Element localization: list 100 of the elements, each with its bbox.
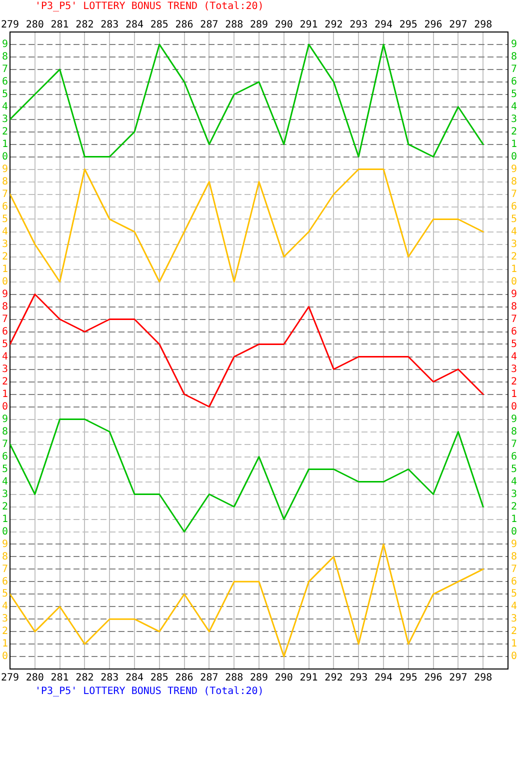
y2-tick-label: 5 <box>511 588 518 600</box>
x-tick-label: 288 <box>225 20 244 31</box>
x-tick-label: 279 <box>0 672 20 684</box>
y2-tick-label: 8 <box>511 301 518 312</box>
y2-tick-label: 0 <box>511 401 518 412</box>
y-tick-label: 5 <box>2 88 8 100</box>
y-tick-label: 1 <box>2 514 8 525</box>
y-tick-label: 4 <box>2 351 8 362</box>
x-tick-label: 294 <box>374 672 393 684</box>
x-tick-label: 283 <box>100 20 119 31</box>
y2-tick-label: 0 <box>511 526 518 538</box>
y2-tick-label: 2 <box>511 126 518 138</box>
y-tick-label: 1 <box>2 138 8 150</box>
y2-tick-label: 6 <box>511 451 518 462</box>
y2-tick-label: 7 <box>511 188 518 200</box>
y2-tick-label: 6 <box>511 76 518 88</box>
y-tick-label: 2 <box>2 251 8 262</box>
y-tick-label: 5 <box>2 588 8 600</box>
y-tick-label: 2 <box>2 626 8 638</box>
x-tick-label: 286 <box>175 20 194 31</box>
y2-tick-label: 1 <box>511 264 518 275</box>
y2-tick-label: 3 <box>511 238 518 250</box>
y2-tick-label: 5 <box>511 214 518 225</box>
y-tick-label: 2 <box>2 126 8 138</box>
x-tick-label: 292 <box>324 672 343 684</box>
x-tick-label: 291 <box>300 672 318 684</box>
x-tick-label: 287 <box>200 672 218 684</box>
y-tick-label: 0 <box>2 651 8 662</box>
x-tick-label: 289 <box>250 672 268 684</box>
y2-tick-label: 4 <box>511 601 518 612</box>
y2-tick-label: 3 <box>511 488 518 500</box>
x-tick-label: 281 <box>50 672 69 684</box>
y-tick-label: 8 <box>2 551 8 562</box>
y2-tick-label: 1 <box>511 388 518 400</box>
y2-tick-label: 8 <box>511 426 518 438</box>
y2-tick-label: 6 <box>511 201 518 212</box>
y-tick-label: 1 <box>2 638 8 650</box>
text: 'P3_P5' LOTTERY BONUS TREND (Total:20) <box>34 686 265 698</box>
x-tick-label: 296 <box>424 672 442 684</box>
x-tick-label: 288 <box>225 672 244 684</box>
x-tick-label: 283 <box>100 672 119 684</box>
y2-tick-label: 6 <box>511 576 518 588</box>
x-tick-label: 292 <box>324 20 343 31</box>
y-tick-label: 8 <box>2 52 8 63</box>
y-tick-label: 9 <box>2 414 8 425</box>
x-tick-label: 282 <box>76 672 94 684</box>
y2-tick-label: 0 <box>511 151 518 162</box>
y2-tick-label: 2 <box>511 501 518 512</box>
y2-tick-label: 2 <box>511 251 518 262</box>
y-tick-label: 7 <box>2 564 8 575</box>
y-tick-label: 7 <box>2 64 8 76</box>
y-tick-label: 3 <box>2 114 8 125</box>
y2-tick-label: 9 <box>511 288 518 300</box>
y2-tick-label: 7 <box>511 64 518 76</box>
y-tick-label: 9 <box>2 538 8 550</box>
x-tick-label: 298 <box>474 672 492 684</box>
y2-tick-label: 1 <box>511 638 518 650</box>
y-tick-label: 8 <box>2 301 8 312</box>
y-tick-label: 5 <box>2 214 8 225</box>
y2-tick-label: 5 <box>511 88 518 100</box>
y-tick-label: 3 <box>2 488 8 500</box>
x-tick-label: 295 <box>399 20 418 31</box>
y-tick-label: 0 <box>2 526 8 538</box>
y-tick-label: 0 <box>2 276 8 288</box>
x-tick-label: 280 <box>26 672 44 684</box>
x-tick-label: 289 <box>250 20 268 31</box>
y-tick-label: 5 <box>2 338 8 350</box>
y-tick-label: 4 <box>2 601 8 612</box>
x-tick-label: 282 <box>76 20 94 31</box>
y2-tick-label: 9 <box>511 414 518 425</box>
x-tick-label: 297 <box>449 672 468 684</box>
x-tick-label: 293 <box>350 20 368 31</box>
x-tick-label: 290 <box>274 20 293 31</box>
y2-tick-label: 9 <box>511 538 518 550</box>
y-tick-label: 2 <box>2 376 8 388</box>
y-tick-label: 4 <box>2 226 8 238</box>
y2-tick-label: 4 <box>511 101 518 112</box>
y2-tick-label: 3 <box>511 114 518 125</box>
y2-tick-label: 2 <box>511 626 518 638</box>
y2-tick-label: 3 <box>511 364 518 375</box>
y2-tick-label: 6 <box>511 326 518 338</box>
y-tick-label: 3 <box>2 364 8 375</box>
y2-tick-label: 9 <box>511 39 518 50</box>
y-tick-label: 3 <box>2 238 8 250</box>
y-tick-label: 7 <box>2 188 8 200</box>
x-tick-label: 298 <box>474 20 492 31</box>
y-tick-label: 6 <box>2 576 8 588</box>
y-tick-label: 6 <box>2 451 8 462</box>
x-tick-label: 295 <box>399 672 418 684</box>
y-tick-label: 0 <box>2 151 8 162</box>
y2-tick-label: 8 <box>511 52 518 63</box>
y2-tick-label: 4 <box>511 476 518 488</box>
x-tick-label: 291 <box>300 20 318 31</box>
y2-tick-label: 7 <box>511 564 518 575</box>
x-tick-label: 280 <box>26 20 44 31</box>
y-tick-label: 6 <box>2 201 8 212</box>
x-tick-label: 281 <box>50 20 69 31</box>
y-tick-label: 8 <box>2 176 8 188</box>
y-tick-label: 2 <box>2 501 8 512</box>
x-tick-label: 293 <box>350 672 368 684</box>
